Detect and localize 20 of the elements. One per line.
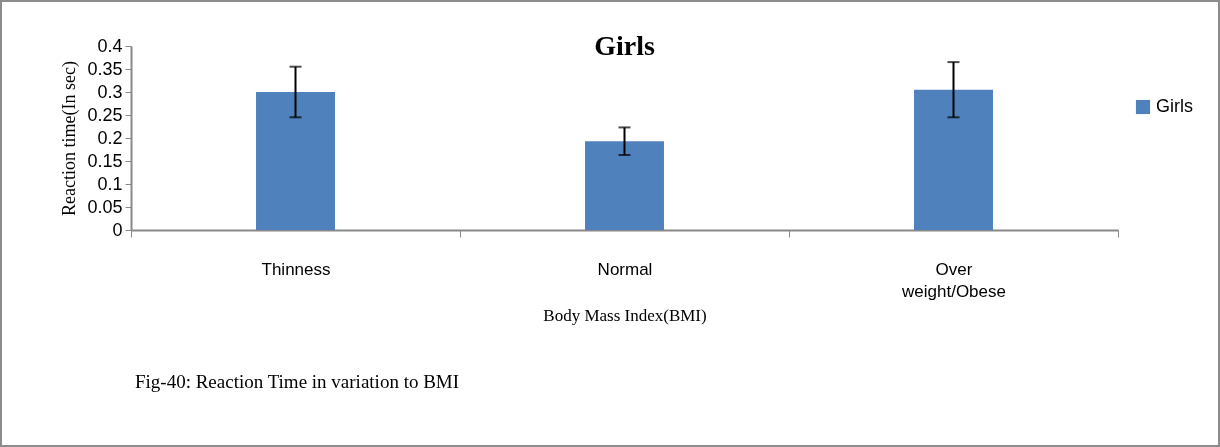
y-tick-label: 0.05 bbox=[87, 196, 123, 217]
y-axis-title: Reaction time(In sec) bbox=[59, 61, 81, 216]
y-tick-label: 0.4 bbox=[97, 35, 123, 56]
x-tick-label: Normal bbox=[597, 259, 653, 279]
y-tick-label: 0.35 bbox=[87, 58, 123, 79]
bar bbox=[585, 141, 664, 230]
x-tick-label: Thinness bbox=[261, 259, 331, 279]
x-axis-title: Body Mass Index(BMI) bbox=[543, 305, 707, 325]
legend-label: Girls bbox=[1156, 96, 1193, 116]
x-tick-label: Over weight/Obese bbox=[901, 259, 1006, 301]
y-tick-label: 0.15 bbox=[87, 150, 123, 171]
y-tick-label: 0.25 bbox=[87, 104, 123, 125]
text: Fig-40: Reaction Time in variation to BMI bbox=[135, 371, 460, 392]
bar bbox=[914, 89, 993, 230]
y-tick-label: 0.2 bbox=[97, 127, 123, 148]
bar bbox=[256, 92, 335, 230]
y-tick-label: 0 bbox=[112, 219, 123, 240]
y-tick-label: 0.1 bbox=[97, 173, 123, 194]
chart-title: Girls bbox=[594, 30, 655, 61]
y-tick-label: 0.3 bbox=[97, 81, 123, 102]
